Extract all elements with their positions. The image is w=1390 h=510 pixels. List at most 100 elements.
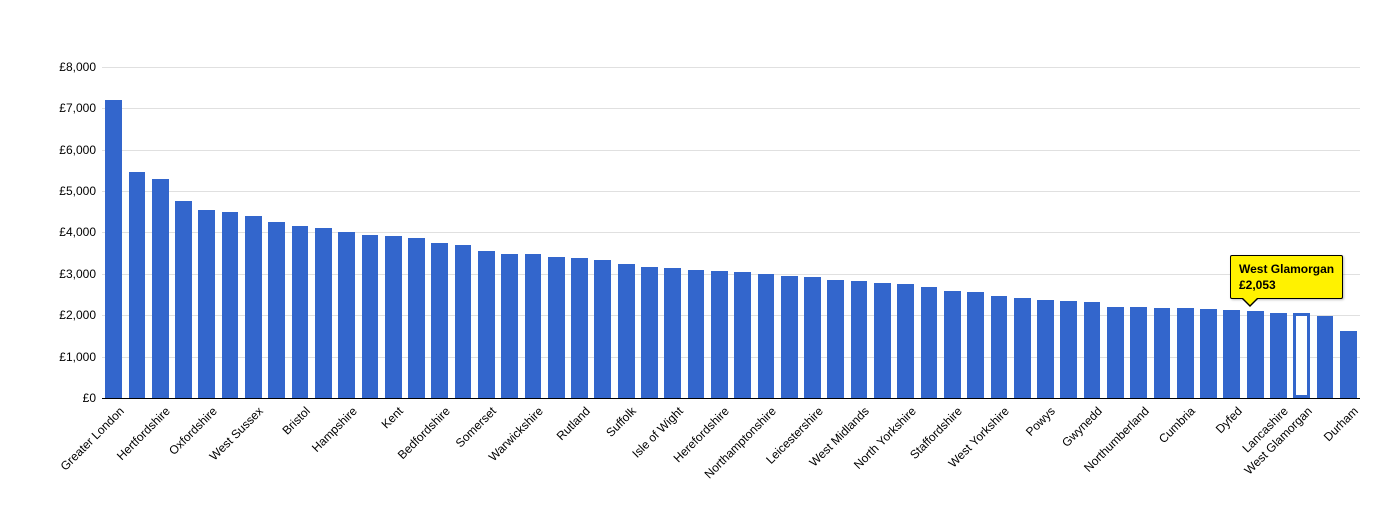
bar-slot: Greater London: [102, 46, 125, 398]
bar: [501, 254, 518, 398]
x-axis-tick-label: Hampshire: [309, 404, 360, 455]
bar: [315, 228, 332, 398]
bar: [1247, 311, 1264, 398]
bar: [897, 284, 914, 398]
plot-area: £0£1,000£2,000£3,000£4,000£5,000£6,000£7…: [102, 46, 1360, 398]
chart-container: £0 £1,000 £2,000 £3,000 £4,000 £5,000 £6,000 £7…: [0, 0, 1390, 510]
bar-slot: Cumbria: [1174, 46, 1197, 398]
callout-line: £2,053: [1239, 277, 1334, 293]
bar-slot: Kent: [382, 46, 405, 398]
bar: [478, 251, 495, 398]
y-axis-tick-label: £6,000: [59, 143, 96, 157]
bar: [431, 243, 448, 398]
bar-slot: [498, 46, 521, 398]
bar-slot: [405, 46, 428, 398]
bar: [967, 292, 984, 398]
bar: [385, 236, 402, 398]
x-axis-tick-label: Kent: [379, 404, 406, 431]
bar: [175, 201, 192, 398]
bar-slot: Gwynedd: [1080, 46, 1103, 398]
bar-slot: [125, 46, 148, 398]
bar-slot: Hertfordshire: [149, 46, 172, 398]
bar-slot: [871, 46, 894, 398]
bar: [1340, 331, 1357, 398]
bar: [571, 258, 588, 398]
bar-slot: Durham: [1337, 46, 1360, 398]
x-axis-tick-label: Gwynedd: [1059, 404, 1105, 450]
bar: [548, 257, 565, 398]
bar: [245, 216, 262, 398]
y-axis-tick-label: £3,000: [59, 267, 96, 281]
bar-slot: [1011, 46, 1034, 398]
bar-slot: Suffolk: [615, 46, 638, 398]
bar-slot: North Yorkshire: [894, 46, 917, 398]
bar-slot: Hampshire: [335, 46, 358, 398]
bar-slot: [1197, 46, 1220, 398]
bar: [338, 232, 355, 398]
x-axis-tick-label: Cumbria: [1156, 404, 1198, 446]
bar: [1060, 301, 1077, 398]
bar: [268, 222, 285, 398]
y-axis-tick-label: £0: [83, 391, 96, 405]
bar-slot: Lancashire: [1267, 46, 1290, 398]
bar: [1200, 309, 1217, 398]
bar: [921, 287, 938, 398]
bar: [1130, 307, 1147, 398]
bar: [758, 274, 775, 398]
bar: [991, 296, 1008, 398]
bar-slot: Bristol: [288, 46, 311, 398]
bar-slot: West Sussex: [242, 46, 265, 398]
x-axis-tick-label: Dyfed: [1213, 404, 1245, 436]
bar-slot: West Midlands: [847, 46, 870, 398]
bar: [362, 235, 379, 398]
y-axis-tick-label: £1,000: [59, 350, 96, 364]
bar-slot: [591, 46, 614, 398]
bar: [152, 179, 169, 398]
y-axis-tick-label: £2,000: [59, 308, 96, 322]
bar-slot: [451, 46, 474, 398]
bar-slot: Powys: [1034, 46, 1057, 398]
bar: [105, 100, 122, 398]
x-axis-tick-label: Bristol: [279, 404, 312, 437]
bar-slot: [218, 46, 241, 398]
bar-slot: [684, 46, 707, 398]
bar-slot: [1313, 46, 1336, 398]
x-axis-tick-label: Suffolk: [603, 404, 639, 440]
y-axis-tick-label: £4,000: [59, 225, 96, 239]
bar: [827, 280, 844, 398]
x-axis-tick-label: Somerset: [453, 404, 499, 450]
bar: [641, 267, 658, 398]
bar: [222, 212, 239, 398]
bar-slot: Staffordshire: [941, 46, 964, 398]
bar: [198, 210, 215, 398]
x-axis-tick-label: Powys: [1023, 404, 1058, 439]
bar: [734, 272, 751, 398]
bar: [851, 281, 868, 398]
bar: [408, 238, 425, 398]
bar-slot: Leicestershire: [801, 46, 824, 398]
bar: [594, 260, 611, 398]
bar-slot: [1057, 46, 1080, 398]
bar-slot: [172, 46, 195, 398]
bar-slot: [1150, 46, 1173, 398]
bar: [1084, 302, 1101, 398]
bar-slot: Northumberland: [1127, 46, 1150, 398]
bar-slot: [545, 46, 568, 398]
callout-line: West Glamorgan: [1239, 261, 1334, 277]
bar: [292, 226, 309, 398]
y-axis-tick-label: £7,000: [59, 101, 96, 115]
bar: [1317, 316, 1334, 398]
bar: [1037, 300, 1054, 398]
y-axis-tick-label: £5,000: [59, 184, 96, 198]
bar: [1154, 308, 1171, 398]
bar: [874, 283, 891, 398]
bar-slot: Rutland: [568, 46, 591, 398]
bar-slot: Dyfed: [1220, 46, 1243, 398]
bar-slot: West Glamorgan: [1290, 46, 1313, 398]
bar: [711, 271, 728, 398]
bar-slot: [1244, 46, 1267, 398]
bar-slot: [778, 46, 801, 398]
bar: [944, 291, 961, 398]
bar-slot: [638, 46, 661, 398]
bar-slot: Somerset: [475, 46, 498, 398]
